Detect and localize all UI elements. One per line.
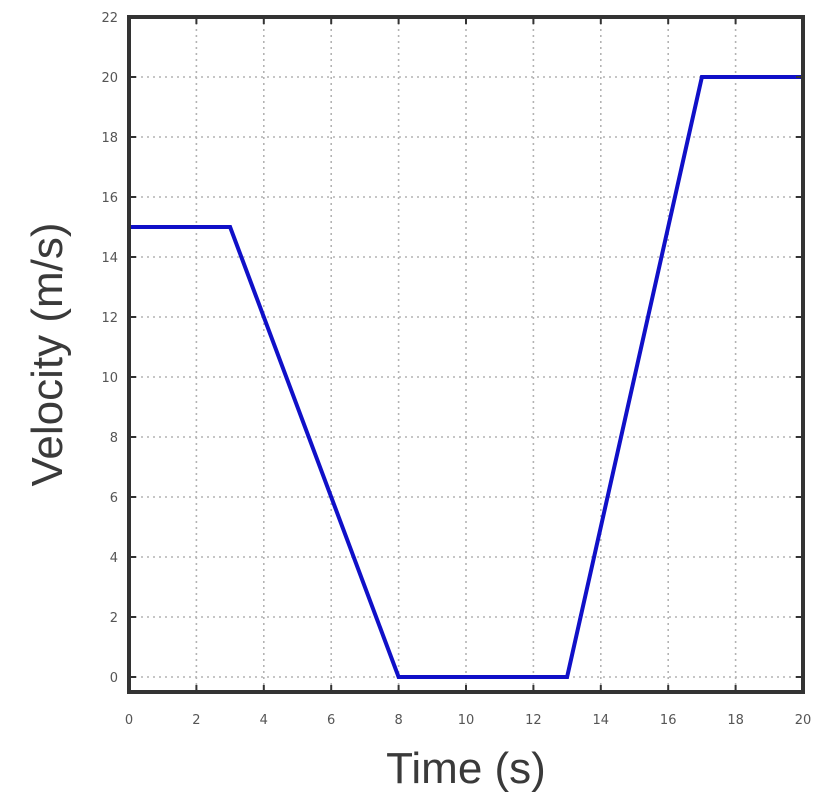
x-tick-label: 10	[458, 713, 475, 728]
series-layer	[129, 75, 803, 679]
y-tick-label: 22	[101, 11, 118, 26]
y-tick-labels: 0 2 4 6 8 10 12 14 16 18 20 22	[101, 11, 118, 686]
tick-marks	[128, 16, 804, 692]
y-tick-label: 20	[101, 71, 118, 86]
y-tick-label: 8	[110, 431, 118, 446]
y-tick-label: 2	[110, 611, 118, 626]
y-tick-label: 18	[101, 131, 118, 146]
velocity-series-line	[129, 75, 803, 679]
x-tick-label: 16	[660, 713, 677, 728]
y-tick-label: 14	[101, 251, 118, 266]
x-tick-label: 4	[260, 713, 268, 728]
x-tick-label: 20	[795, 713, 812, 728]
x-axis-title: Time (s)	[386, 744, 546, 792]
x-tick-label: 6	[327, 713, 335, 728]
y-tick-label: 12	[101, 311, 118, 326]
y-tick-label: 10	[101, 371, 118, 386]
x-tick-label: 0	[125, 713, 133, 728]
x-tick-label: 8	[394, 713, 402, 728]
y-tick-label: 4	[110, 551, 118, 566]
y-axis-title: Velocity (m/s)	[23, 222, 72, 486]
x-tick-labels: 0 2 4 6 8 10 12 14 16 18 20	[125, 713, 811, 728]
x-tick-label: 18	[727, 713, 744, 728]
grid-lines	[129, 17, 803, 692]
y-tick-label: 0	[110, 671, 118, 686]
x-tick-label: 2	[192, 713, 200, 728]
y-tick-label: 16	[101, 191, 118, 206]
y-tick-label: 6	[110, 491, 118, 506]
x-tick-label: 12	[525, 713, 542, 728]
x-tick-label: 14	[593, 713, 610, 728]
